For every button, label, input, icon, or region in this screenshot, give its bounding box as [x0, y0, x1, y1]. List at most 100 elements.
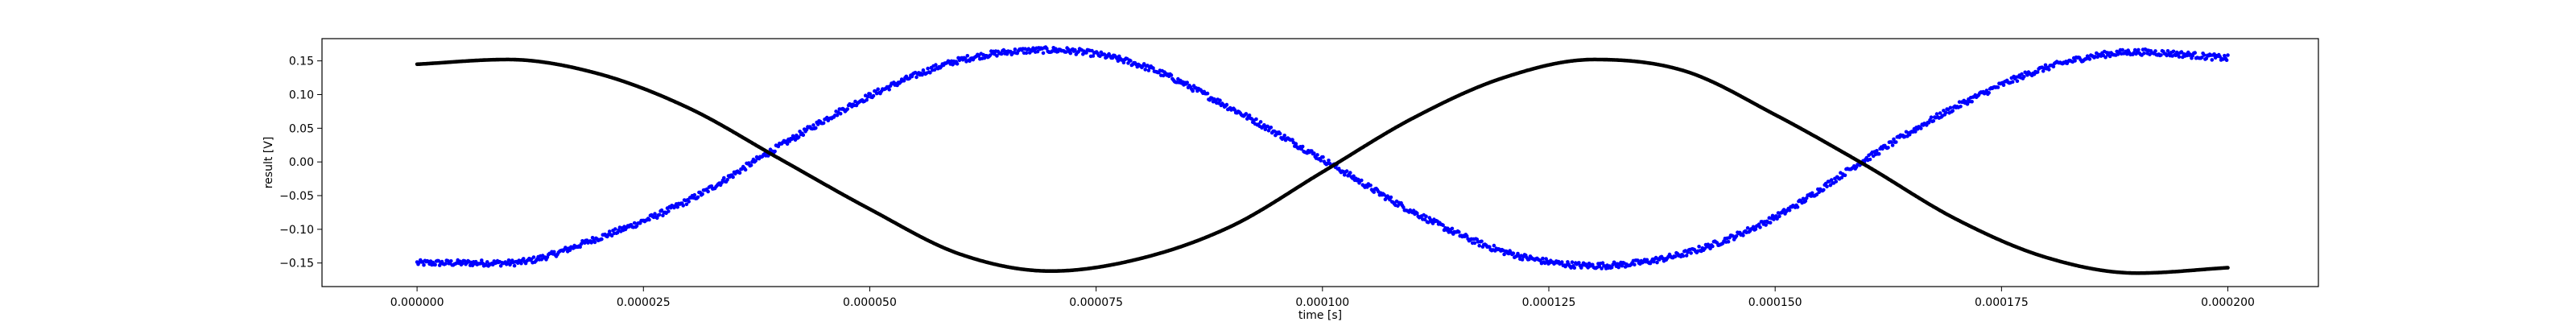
series-1-point [436, 258, 441, 263]
series-1-point [796, 135, 801, 139]
series-1-point [480, 258, 484, 262]
series-1-point [653, 212, 657, 216]
series-1-point [1258, 120, 1263, 124]
series-1-point [1348, 171, 1352, 175]
series-1-point [568, 248, 572, 253]
series-1-point [1919, 126, 1923, 130]
series-1-point [1892, 137, 1896, 142]
y-tick-label: 0.15 [289, 56, 314, 68]
series-1-point [1464, 233, 1469, 238]
series-1-point [1315, 153, 1319, 157]
series-1-point [1244, 112, 1249, 116]
series-1-point [1121, 60, 1126, 64]
series-1-point [1996, 85, 2000, 89]
series-1-point [696, 195, 700, 200]
series-1-point [1480, 239, 1484, 244]
x-tick-label: 0.000150 [1748, 296, 1802, 309]
series-1-point [865, 97, 869, 102]
series-1-point [1970, 100, 1974, 104]
series-1-point [2047, 68, 2051, 72]
series-1-point [1319, 159, 1323, 163]
series-1-point [522, 257, 526, 261]
series-1-point [1492, 243, 1496, 248]
series-1-point [667, 209, 671, 213]
series-1-point [2210, 58, 2215, 62]
series-1-point [921, 68, 926, 72]
series-1-point [1457, 229, 1461, 234]
series-1-point [1502, 252, 1506, 257]
series-1-point [1310, 149, 1314, 153]
series-1-point [1633, 262, 1637, 267]
series-1-point [845, 107, 849, 111]
series-1-point [1035, 49, 1040, 54]
series-1-point [449, 259, 453, 263]
series-1-point [1185, 80, 1189, 85]
y-axis: −0.15 −0.10 −0.05 0.00 0.05 0.10 0.15 [279, 56, 322, 270]
series-1-point [1987, 91, 1991, 95]
series-1-point [731, 175, 735, 180]
series-1-point [1084, 51, 1088, 55]
series-1-point [2199, 56, 2204, 60]
series-1-point [801, 133, 806, 138]
series-1-point [1424, 214, 1428, 219]
series-1-point [1327, 159, 1331, 163]
series-1-point [1383, 197, 1388, 202]
x-tick-label: 0.000075 [1069, 296, 1123, 309]
series-1-point [914, 75, 919, 80]
series-1-point [1129, 59, 1133, 63]
y-tick-label: 0.10 [289, 89, 314, 101]
series-1-point [512, 263, 517, 268]
series-1-point [1757, 222, 1761, 227]
series-1-point [1441, 223, 1445, 228]
y-tick-label: 0.05 [289, 122, 314, 135]
y-tick-label: −0.15 [279, 258, 314, 270]
series-1-point [1511, 251, 1516, 256]
series-1-point [600, 237, 604, 242]
x-tick-label: 0.000050 [843, 296, 897, 309]
series-1-point [1488, 245, 1492, 250]
series-1-point [1372, 190, 1377, 194]
series-1-point [1684, 254, 1689, 258]
series-1-point [725, 178, 729, 182]
series-2-point [2226, 266, 2230, 270]
series-1-point [1751, 225, 1756, 229]
x-axis-label: time [s] [1298, 309, 1342, 322]
series-1-point [531, 255, 536, 259]
y-axis-label: result [V] [262, 137, 275, 189]
series-1-point [995, 54, 999, 58]
series-1-point [1169, 73, 1174, 77]
series-1-point [1795, 204, 1800, 209]
series-1-point [592, 240, 597, 245]
series-1-point [433, 262, 437, 267]
series-1-point [934, 63, 938, 67]
series-1-point [1572, 266, 1577, 270]
series-1-point [871, 93, 876, 98]
series-1-point [1822, 188, 1826, 192]
y-tick-label: 0.00 [289, 156, 314, 169]
series-1-point [1321, 155, 1325, 159]
series-1-point [1803, 199, 1808, 204]
series-1-point [785, 142, 790, 147]
series-1-point [1938, 111, 1942, 115]
series-1-point [1764, 223, 1768, 227]
series-1-point [1269, 126, 1274, 130]
series-1-point [1218, 98, 1222, 102]
series-1-point [1889, 140, 1893, 144]
series-1-point [609, 233, 614, 238]
series-1-point [1801, 196, 1806, 201]
series-1-point [1825, 184, 1829, 188]
data-points-layer [415, 45, 2230, 275]
series-1-point [1063, 50, 1068, 54]
series-1-point [1934, 112, 1939, 116]
series-1-point [1829, 178, 1834, 182]
series-1-point [2193, 51, 2197, 55]
series-1-point [2159, 53, 2163, 57]
series-1-point [1843, 173, 1847, 178]
y-tick-label: −0.05 [279, 190, 314, 203]
x-tick-label: 0.000125 [1522, 296, 1576, 309]
series-1-point [1753, 227, 1758, 231]
series-1-point [976, 54, 981, 58]
series-1-point [776, 144, 781, 149]
series-1-point [722, 175, 726, 180]
series-1-point [965, 54, 970, 58]
